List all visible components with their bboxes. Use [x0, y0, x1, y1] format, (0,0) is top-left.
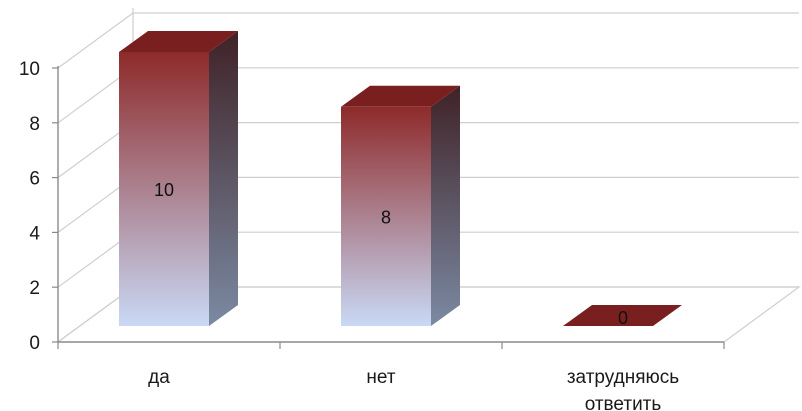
data-label: 8	[381, 207, 391, 227]
bar-2	[341, 85, 460, 326]
bar-front	[341, 106, 431, 326]
bar-side	[431, 85, 460, 326]
y-tick-label: 6	[29, 169, 40, 190]
y-tick-label: 8	[29, 114, 40, 135]
data-label: 10	[154, 180, 174, 200]
bar-3	[563, 305, 682, 326]
labels: 0 2 4 6 8 10 10 да 8 нет 0 затрудняюсь ответить	[19, 59, 679, 411]
bar-1	[119, 31, 238, 326]
bar-cap	[341, 85, 460, 107]
category-label: ответить	[585, 394, 662, 411]
bar-front	[119, 52, 209, 326]
y-tick-label: 0	[29, 333, 40, 354]
axes	[52, 66, 725, 349]
y-tick-label: 10	[19, 59, 40, 80]
bar-cap	[119, 31, 238, 52]
bars	[119, 31, 682, 326]
bar-cap	[563, 305, 682, 326]
y-tick-label: 2	[29, 278, 40, 299]
y-tick-label: 4	[29, 223, 40, 244]
gridline	[57, 12, 799, 69]
category-label: нет	[366, 367, 395, 388]
bar-side	[209, 31, 238, 326]
data-label: 0	[618, 308, 628, 328]
category-label: затрудняюсь	[567, 367, 679, 388]
category-label: да	[148, 367, 170, 388]
